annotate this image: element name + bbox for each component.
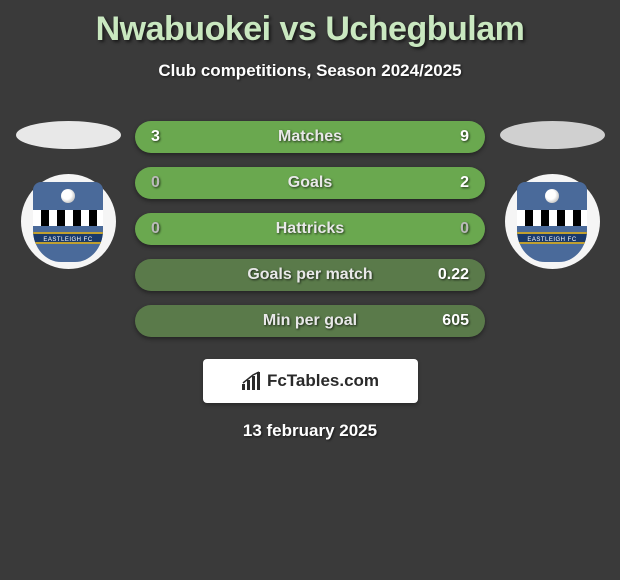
right-player-column: EASTLEIGH FC: [497, 121, 607, 269]
stat-left-value: 3: [151, 128, 186, 146]
stat-label: Goals: [135, 174, 485, 192]
page-subtitle: Club competitions, Season 2024/2025: [0, 61, 620, 81]
right-crest-band: EASTLEIGH FC: [517, 232, 587, 244]
stat-right-value: 0: [434, 220, 469, 238]
stat-row: Goals per match0.22: [135, 259, 485, 291]
stat-row: Min per goal605: [135, 305, 485, 337]
left-club-crest: EASTLEIGH FC: [21, 174, 116, 269]
stat-label: Goals per match: [135, 266, 485, 284]
brand-text: FcTables.com: [267, 371, 379, 391]
stat-right-value: 2: [434, 174, 469, 192]
comparison-card: Nwabuokei vs Uchegbulam Club competition…: [0, 0, 620, 441]
stat-label: Min per goal: [135, 312, 485, 330]
stat-right-value: 605: [434, 312, 469, 330]
comparison-layout: EASTLEIGH FC 3Matches90Goals20Hattricks0…: [0, 121, 620, 337]
date-label: 13 february 2025: [0, 421, 620, 441]
stat-row: 3Matches9: [135, 121, 485, 153]
right-club-crest: EASTLEIGH FC: [505, 174, 600, 269]
stat-right-value: 9: [434, 128, 469, 146]
stat-row: 0Goals2: [135, 167, 485, 199]
stat-label: Matches: [135, 128, 485, 146]
stats-column: 3Matches90Goals20Hattricks0Goals per mat…: [135, 121, 485, 337]
brand-chart-icon: [241, 371, 261, 391]
stat-left-value: 0: [151, 220, 186, 238]
page-title: Nwabuokei vs Uchegbulam: [0, 10, 620, 49]
stat-label: Hattricks: [135, 220, 485, 238]
left-flag-icon: [16, 121, 121, 149]
right-flag-icon: [500, 121, 605, 149]
stat-row: 0Hattricks0: [135, 213, 485, 245]
left-player-column: EASTLEIGH FC: [13, 121, 123, 269]
left-crest-band: EASTLEIGH FC: [33, 232, 103, 244]
stat-left-value: 0: [151, 174, 186, 192]
brand-link[interactable]: FcTables.com: [203, 359, 418, 403]
stat-right-value: 0.22: [434, 266, 469, 284]
